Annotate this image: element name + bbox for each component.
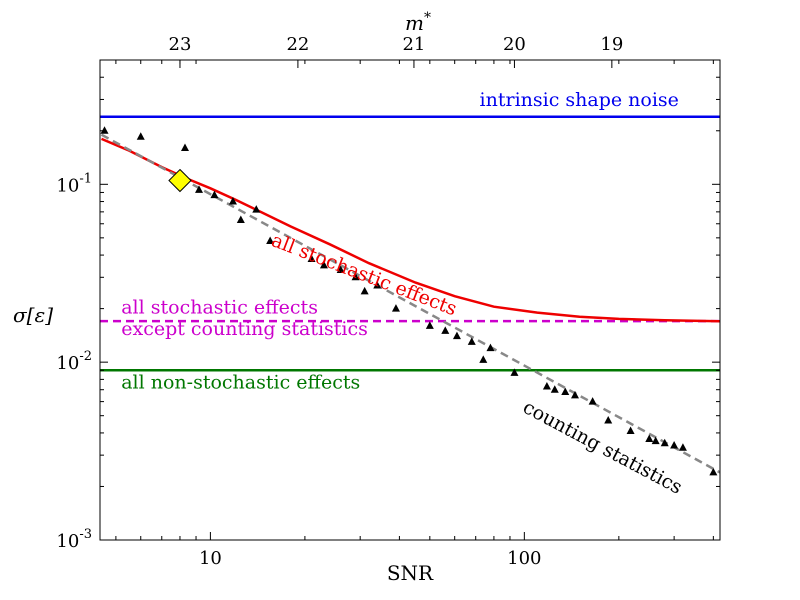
- top-tick-label: 23: [169, 34, 192, 55]
- y-tick-label: 10-3: [56, 527, 92, 552]
- data-point: [351, 272, 360, 281]
- y-tick-exponent: -1: [79, 171, 92, 186]
- annotation-4: all non-stochastic effects: [121, 372, 360, 394]
- data-point: [570, 390, 579, 399]
- x-tick-label: 10: [199, 548, 222, 569]
- plot-layer: intrinsic shape noise all stochastic effe…: [100, 89, 720, 499]
- data-point: [228, 197, 237, 205]
- y-axis-label: σ[ε]: [13, 303, 53, 327]
- plot-area: intrinsic shape noise all stochastic effe…: [100, 89, 720, 499]
- data-point: [550, 385, 559, 393]
- y-tick-label: 10-1: [56, 171, 92, 196]
- data-point: [100, 126, 109, 134]
- data-point: [645, 434, 654, 442]
- data-point: [252, 205, 261, 213]
- data-point: [195, 185, 204, 193]
- annotation-0: intrinsic shape noise: [480, 89, 679, 111]
- plot-frame: [99, 59, 721, 541]
- y-tick-exponent: -3: [79, 527, 92, 542]
- top-tick-label: 20: [503, 34, 526, 55]
- top-tick-label: 21: [402, 34, 425, 55]
- top-axis-label: m*: [405, 10, 431, 35]
- data-point: [452, 331, 461, 340]
- data-point: [678, 443, 687, 451]
- annotation-3: except counting statistics: [121, 318, 368, 340]
- data-point: [336, 265, 345, 273]
- data-point: [180, 143, 189, 152]
- annotation-2: all stochastic effects: [121, 296, 318, 318]
- data-point: [441, 326, 450, 334]
- x-axis-label: SNR: [387, 561, 434, 585]
- data-point: [561, 387, 570, 395]
- line-series-4: [100, 133, 720, 474]
- data-point: [373, 280, 382, 289]
- data-point: [307, 254, 316, 263]
- data-point: [651, 436, 660, 445]
- top-axis-label-superscript: *: [424, 10, 431, 26]
- data-point: [486, 343, 495, 352]
- data-point: [360, 286, 369, 295]
- data-point: [319, 260, 328, 269]
- data-point: [467, 337, 476, 345]
- top-tick-label: 22: [286, 34, 309, 55]
- data-point: [510, 368, 519, 376]
- data-point: [479, 355, 488, 363]
- data-point: [660, 438, 669, 447]
- data-point: [542, 381, 551, 390]
- top-tick-label: 19: [600, 34, 623, 55]
- data-point: [391, 304, 400, 312]
- y-tick-exponent: -2: [79, 349, 92, 364]
- highlight-diamond: [168, 168, 192, 193]
- data-point: [588, 397, 597, 405]
- data-point: [136, 132, 145, 140]
- data-point: [236, 215, 245, 223]
- y-tick-label: 10-2: [56, 349, 92, 374]
- x-tick-label: 100: [507, 548, 541, 569]
- data-point: [626, 426, 635, 435]
- data-point: [266, 236, 275, 244]
- data-point: [604, 415, 613, 424]
- data-point: [670, 440, 679, 449]
- data-point: [210, 190, 219, 199]
- data-point: [709, 467, 718, 476]
- annotation-5: counting statistics: [519, 396, 686, 499]
- data-point: [425, 321, 434, 329]
